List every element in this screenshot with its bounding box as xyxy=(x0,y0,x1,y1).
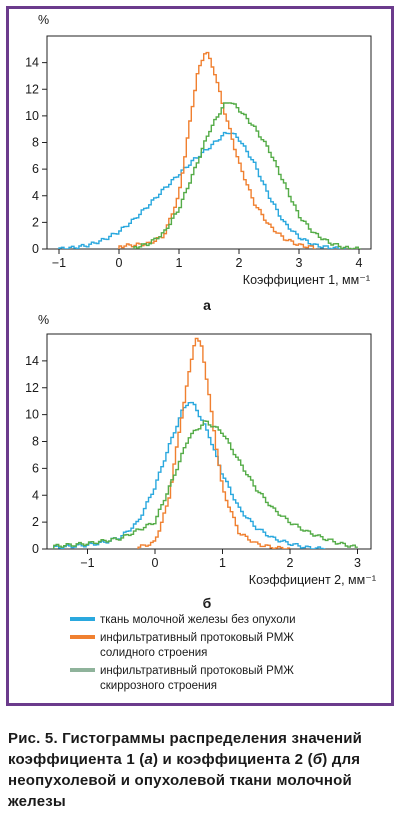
x-tick-label: −1 xyxy=(52,256,66,270)
series-line-0 xyxy=(58,131,346,249)
plot-area-frame xyxy=(46,333,372,550)
y-tick-label: 0 xyxy=(32,242,39,256)
y-tick-label: 14 xyxy=(25,56,39,70)
y-tick-label: 2 xyxy=(32,215,39,229)
x-tick-label: −1 xyxy=(80,556,94,570)
x-tick-label: 0 xyxy=(152,556,159,570)
x-tick-label: 1 xyxy=(176,256,183,270)
figure-caption: Рис. 5. Гистограммы распределения зна­че… xyxy=(8,728,396,812)
series-line-1 xyxy=(137,337,291,549)
x-tick-label: 3 xyxy=(296,256,303,270)
x-tick-label: 4 xyxy=(356,256,363,270)
y-tick-label: 4 xyxy=(32,488,39,502)
x-tick-label: 2 xyxy=(236,256,243,270)
y-tick-label: 14 xyxy=(25,354,39,368)
caption-suffix: ) для неопухолевой и опухолевой тка­ни м… xyxy=(8,751,361,810)
x-axis-label: Коэффициент 2, мм⁻¹ xyxy=(249,573,376,587)
legend: ткань молочной железы без опухоли инфильт… xyxy=(70,614,296,692)
panel-label: а xyxy=(203,297,211,313)
series-line-0 xyxy=(53,401,326,549)
x-tick-label: 1 xyxy=(219,556,226,570)
plot-area-frame xyxy=(46,35,372,250)
legend-label: солидного строения xyxy=(100,647,207,659)
legend-label: инфильтративный протоковый РМЖ xyxy=(100,632,294,644)
caption-panel-a-ref: а xyxy=(144,751,153,768)
y-axis-label: % xyxy=(38,13,49,27)
x-axis-label: Коэффициент 1, мм⁻¹ xyxy=(243,273,370,287)
y-tick-label: 10 xyxy=(25,109,39,123)
y-tick-label: 6 xyxy=(32,461,39,475)
y-tick-label: 12 xyxy=(25,381,39,395)
legend-label: инфильтративный протоковый РМЖ xyxy=(100,665,294,677)
legend-label: скиррозного строения xyxy=(100,680,217,692)
legend-label: ткань молочной железы без опухоли xyxy=(100,614,296,626)
x-tick-label: 2 xyxy=(287,556,294,570)
panel-label: б xyxy=(203,595,212,611)
series-line-1 xyxy=(118,51,316,249)
caption-prefix: Рис. 5. Гистограммы распределения зна­че… xyxy=(8,730,363,768)
y-tick-label: 10 xyxy=(25,408,39,422)
y-tick-label: 0 xyxy=(32,542,39,556)
x-tick-label: 0 xyxy=(116,256,123,270)
caption-middle: ) и коэффициен­та 2 ( xyxy=(152,751,313,768)
y-axis-label: % xyxy=(38,313,49,327)
y-tick-label: 12 xyxy=(25,82,39,96)
y-tick-label: 4 xyxy=(32,189,39,203)
caption-panel-b-ref: б xyxy=(312,751,323,768)
x-tick-label: 3 xyxy=(354,556,361,570)
y-tick-label: 6 xyxy=(32,162,39,176)
y-tick-label: 8 xyxy=(32,435,39,449)
series-line-2 xyxy=(133,102,361,249)
y-tick-label: 2 xyxy=(32,515,39,529)
figure-frame xyxy=(6,6,394,706)
series-line-2 xyxy=(53,420,358,549)
y-tick-label: 8 xyxy=(32,136,39,150)
